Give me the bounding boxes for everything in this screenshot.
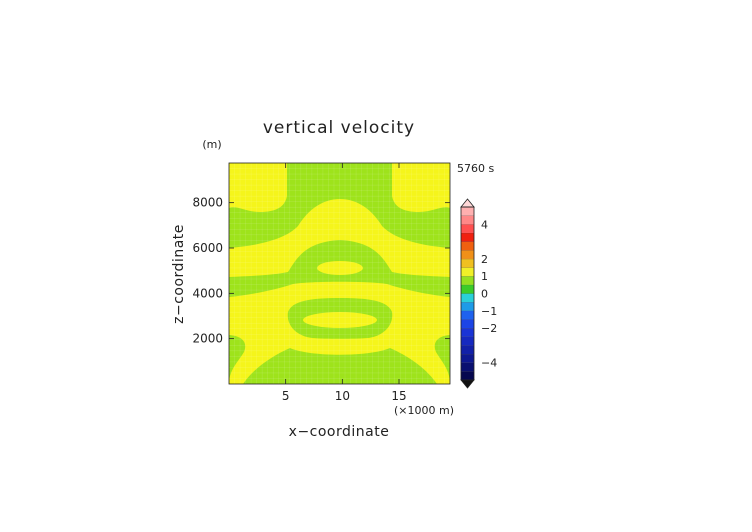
colorbar-tick-label: 4 [481,218,488,231]
contour-region-top-left [229,163,287,212]
colorbar-band [461,284,474,294]
colorbar-extend-min [460,379,475,389]
colorbar-tick-label: 2 [481,253,488,266]
colorbar-band [461,276,474,285]
colorbar-band [461,250,474,259]
colorbar-band [461,371,474,380]
contour-fill [229,163,450,384]
colorbar-tick-label: −1 [481,305,497,318]
contour-region-arch [229,199,450,277]
colorbar: 4 2 1 0 −1 −2 −4 [460,198,497,389]
colorbar-band [461,362,474,372]
colorbar-band [461,310,474,320]
y-tick-label: 8000 [192,196,223,210]
x-axis-title: x−coordinate [289,424,390,440]
x-tick-label: 15 [391,389,406,403]
time-label: 5760 s [457,162,494,175]
colorbar-band [461,354,474,363]
y-unit-label: (m) [202,138,221,151]
colorbar-band [461,319,474,329]
colorbar-band [461,258,474,268]
colorbar-frame [460,206,475,381]
plot-area [228,162,451,385]
colorbar-band [461,336,474,346]
y-tick-label: 6000 [192,241,223,255]
colorbar-band [461,224,474,233]
colorbar-band [461,328,474,337]
x-tick-label: 10 [335,389,350,403]
chart-title: vertical velocity [263,118,415,138]
colorbar-band [461,207,474,216]
y-tick-label: 4000 [192,286,223,300]
contour-region-lower-ellipse [303,312,377,328]
x-unit-label: (×1000 m) [394,404,454,417]
colorbar-tick-label: 0 [481,288,488,301]
colorbar-tick-label: −4 [481,357,497,370]
contour-region-center-ellipse [317,261,363,275]
y-tick-label: 2000 [192,332,223,346]
plot-frame [228,162,451,385]
colorbar-tick-label: 1 [481,270,488,283]
colorbar-band [461,215,474,225]
colorbar-band [461,232,474,242]
colorbar-band [461,293,474,303]
colorbar-band [461,241,474,251]
contour-region-top-right [392,163,450,212]
colorbar-band [461,267,474,277]
grid-lines [229,163,450,384]
colorbar-band [461,345,474,355]
x-axis: 5 10 15 [282,163,407,403]
colorbar-band [461,302,474,311]
x-tick-label: 5 [282,389,290,403]
y-axis: 2000 4000 6000 8000 [192,196,450,346]
colorbar-tick-label: −2 [481,322,497,335]
y-axis-title: z−coordinate [171,224,187,324]
colorbar-extend-max [460,198,475,208]
